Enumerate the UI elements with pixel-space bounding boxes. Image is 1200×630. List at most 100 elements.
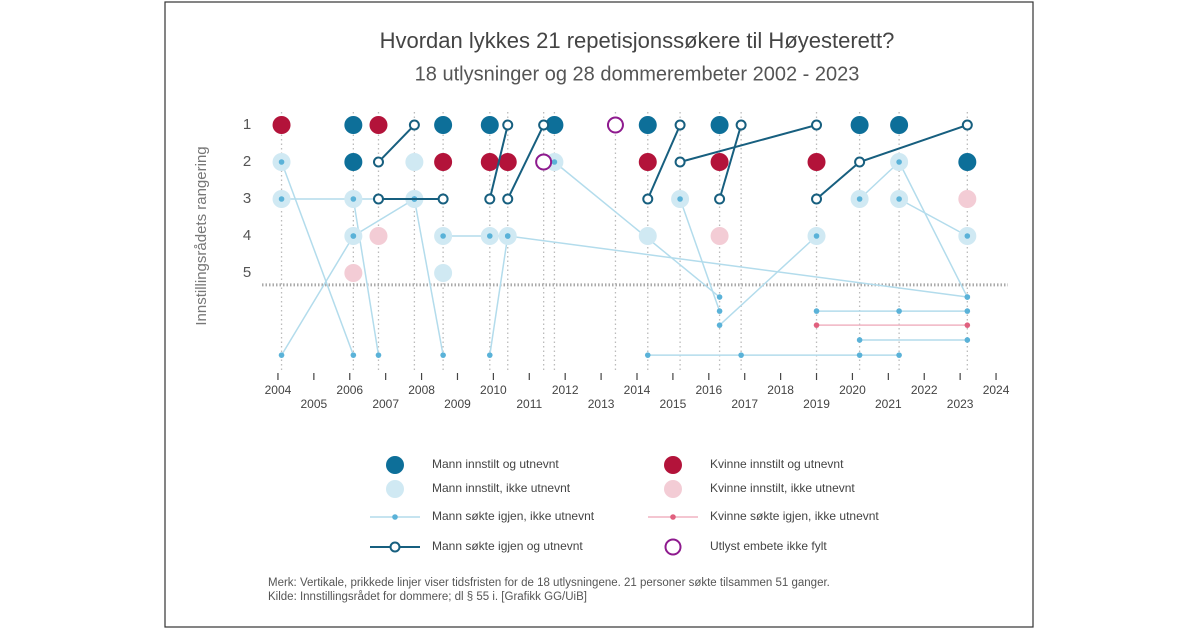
vertex: [964, 308, 971, 314]
point: [434, 153, 453, 171]
vertex: [964, 337, 971, 343]
vertex: [350, 196, 357, 202]
vertex: [856, 196, 863, 202]
connector-line: [719, 235, 818, 326]
vertex: [964, 233, 971, 239]
point: [710, 116, 729, 134]
legend-label: Mann søkte igjen, ikke utnevnt: [432, 509, 595, 523]
connector-line: [489, 235, 509, 356]
chart-subtitle: 18 utlysninger og 28 dommerembeter 2002 …: [415, 63, 860, 85]
vertex: [484, 193, 496, 205]
y-tick-label: 4: [243, 227, 251, 244]
x-tick-label: 2017: [731, 397, 758, 411]
point: [606, 116, 624, 134]
x-tick-label: 2010: [480, 383, 507, 397]
vertex: [896, 352, 902, 358]
vertex: [551, 159, 558, 165]
x-tick-label: 2011: [516, 397, 542, 411]
legend-swatch: [664, 480, 682, 498]
vertex: [278, 352, 285, 358]
point: [958, 190, 977, 208]
connector-line: [377, 124, 416, 163]
vertex: [716, 294, 723, 300]
point: [545, 116, 564, 134]
vertex: [538, 119, 550, 131]
legend-swatch: [664, 538, 682, 556]
connector-line: [413, 198, 444, 356]
x-tick-label: 2015: [660, 397, 687, 411]
vertex: [896, 308, 902, 314]
vertex: [278, 159, 285, 165]
vertex: [440, 233, 446, 239]
point: [638, 153, 657, 171]
connector-line: [718, 124, 743, 200]
x-tick-label: 2021: [875, 397, 902, 411]
vertex: [375, 352, 382, 358]
point: [638, 227, 657, 245]
y-tick-label: 2: [243, 153, 251, 170]
vertex: [896, 159, 902, 165]
connector-line: [352, 198, 415, 237]
connector-line: [679, 124, 817, 163]
vertex: [674, 119, 686, 131]
vertex: [278, 196, 285, 202]
connector-line: [280, 235, 354, 356]
legend-swatch: [670, 514, 676, 520]
point: [480, 153, 499, 171]
legend-swatch: [389, 541, 401, 553]
vertex: [716, 308, 723, 314]
x-tick-label: 2022: [911, 383, 938, 397]
x-tick-label: 2007: [372, 397, 399, 411]
connector-line: [488, 124, 509, 200]
vertex: [486, 233, 493, 239]
vertex: [408, 119, 420, 131]
vertex: [440, 352, 446, 358]
vertex: [350, 352, 357, 358]
point: [434, 264, 453, 282]
x-tick-label: 2012: [552, 383, 579, 397]
x-tick-label: 2008: [408, 383, 435, 397]
vertex: [502, 193, 514, 205]
legend-label: Mann søkte igjen og utnevnt: [432, 539, 583, 553]
legend-label: Mann innstilt, ikke utnevnt: [432, 481, 571, 495]
vertex: [964, 294, 971, 300]
connector-line: [506, 124, 545, 200]
legend-label: Kvinne søkte igjen, ikke utnevnt: [710, 509, 879, 523]
point: [710, 153, 729, 171]
x-tick-label: 2024: [983, 383, 1010, 397]
connector-line: [679, 198, 721, 312]
legend-label: Kvinne innstilt og utnevnt: [710, 457, 844, 471]
point: [480, 116, 499, 134]
point: [272, 116, 291, 134]
legend-swatch: [386, 456, 404, 474]
x-tick-label: 2014: [624, 383, 651, 397]
x-tick-label: 2023: [947, 397, 974, 411]
vertex: [714, 193, 726, 205]
vertex: [738, 352, 744, 358]
x-tick-label: 2005: [301, 397, 328, 411]
vertex: [677, 196, 683, 202]
point: [850, 116, 869, 134]
legend-label: Kvinne innstilt, ikke utnevnt: [710, 481, 855, 495]
vertex: [437, 193, 449, 205]
vertex: [813, 322, 820, 328]
point: [369, 227, 388, 245]
note: Kilde: Innstillingsrådet for dommere; dl…: [268, 591, 587, 603]
vertex: [716, 322, 723, 328]
vertex: [964, 322, 971, 328]
vertex: [642, 193, 654, 205]
x-tick-label: 2004: [265, 383, 292, 397]
connector-line: [280, 161, 355, 356]
vertex: [856, 337, 863, 343]
vertex: [811, 193, 823, 205]
frame: [164, 1, 1034, 628]
x-tick-label: 2016: [695, 383, 722, 397]
legend-label: Mann innstilt og utnevnt: [432, 457, 559, 471]
vertex: [504, 233, 511, 239]
point: [498, 153, 517, 171]
vertex: [735, 119, 747, 131]
x-tick-label: 2009: [444, 397, 471, 411]
point: [434, 116, 453, 134]
vertex: [372, 193, 384, 205]
